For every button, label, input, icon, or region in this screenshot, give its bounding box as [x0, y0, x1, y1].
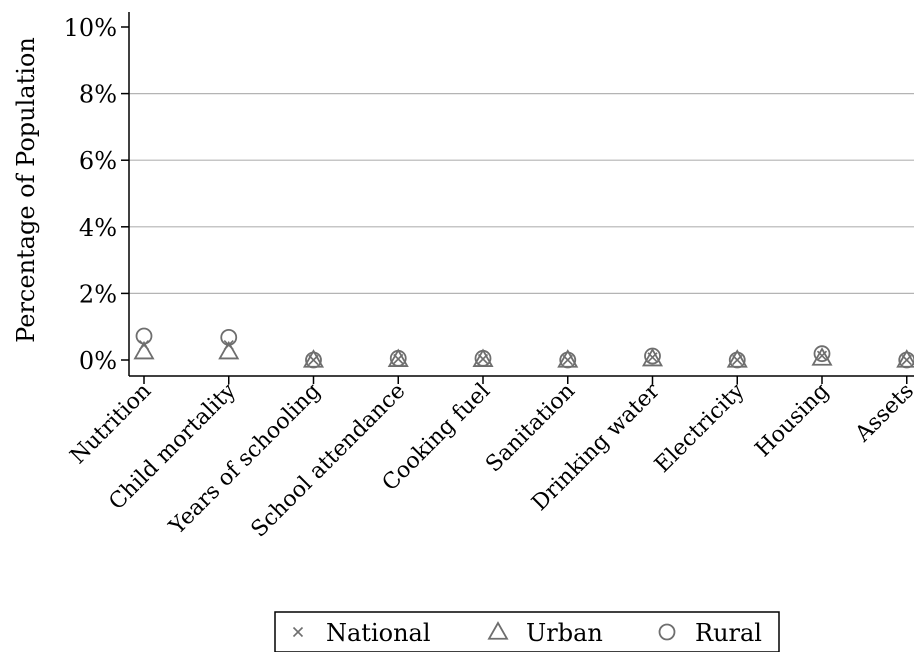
series-national: [138, 339, 912, 366]
rural-point: [644, 347, 661, 365]
x-tick-label: Electricity: [650, 378, 750, 478]
plot-markers: [133, 327, 914, 369]
legend-box: [274, 611, 780, 652]
series-rural: [135, 327, 914, 369]
x-tick-label: Years of schooling: [164, 379, 326, 541]
rural-point: [898, 351, 914, 369]
y-axis-label: Percentage of Population: [12, 37, 40, 343]
rural-point: [389, 349, 407, 367]
x-tick-label: Housing: [751, 379, 835, 463]
legend-urban-marker: [487, 621, 509, 640]
legend-urban-label: Urban: [526, 619, 603, 647]
x-tick-label: Nutrition: [66, 379, 157, 470]
y-axis: 0% 2% 4% 6% 8% 10%: [64, 12, 130, 376]
rural-point: [220, 328, 238, 346]
rural-point: [474, 349, 492, 367]
y-tick-label: 0%: [79, 347, 117, 375]
urban-point: [218, 340, 240, 360]
legend-rural-marker: [658, 623, 676, 641]
rural-point: [813, 345, 831, 363]
legend-rural-label: Rural: [695, 619, 762, 647]
rural-point: [305, 351, 322, 369]
y-tick-label: 10%: [64, 14, 117, 42]
y-tick-label: 6%: [79, 147, 117, 175]
urban-point: [133, 340, 155, 360]
rural-point: [559, 351, 577, 369]
series-urban: [133, 340, 914, 368]
x-tick-label: School attendance: [247, 379, 411, 543]
rural-point: [135, 327, 153, 345]
y-tick-label: 4%: [79, 214, 117, 242]
urban-point: [641, 347, 664, 367]
y-tick-label: 2%: [79, 280, 117, 308]
legend-national-label: National: [326, 619, 431, 647]
legend-national-marker: [292, 626, 304, 638]
y-tick-label: 8%: [79, 81, 117, 109]
legend: National Urban Rural: [274, 611, 780, 652]
urban-point: [811, 347, 833, 366]
rural-point: [728, 351, 746, 369]
gridlines: [129, 92, 914, 294]
x-tick-label: Assets: [850, 379, 914, 448]
